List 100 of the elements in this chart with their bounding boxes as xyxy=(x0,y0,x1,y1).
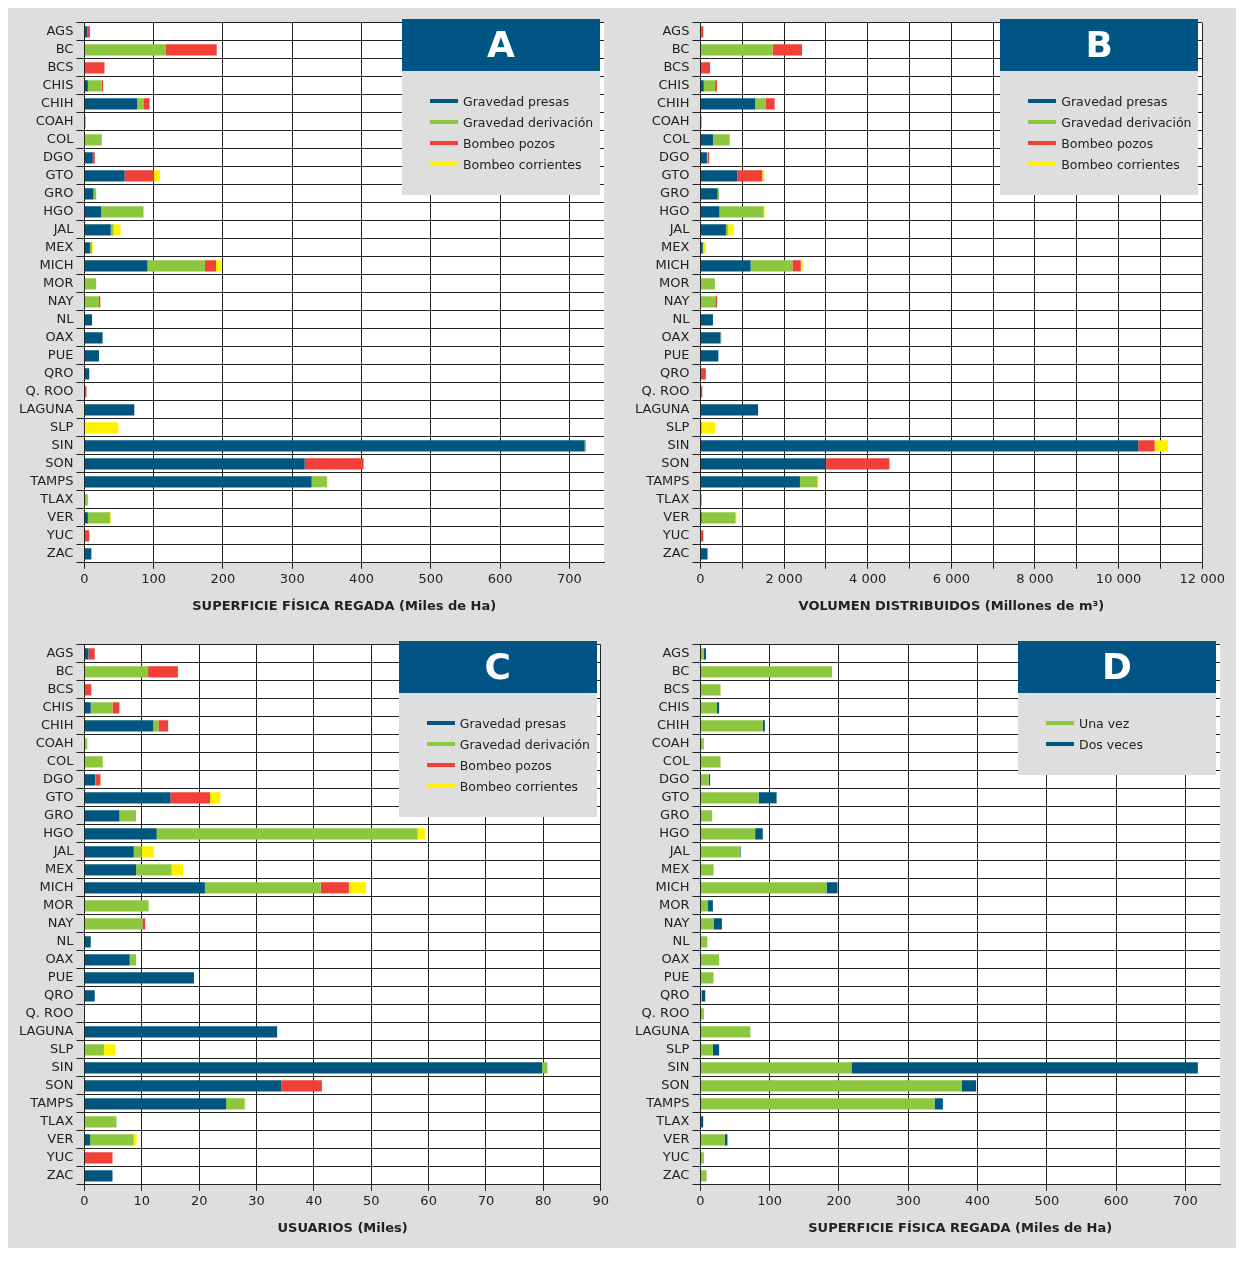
y-tick-label: MOR xyxy=(658,897,690,913)
y-tick-label: CHIS xyxy=(42,699,74,715)
y-tick-label: SLP xyxy=(50,419,74,435)
y-tick-label: LAGUNA xyxy=(18,401,74,417)
y-tick-label: TAMPS xyxy=(645,1095,690,1111)
x-tick-label: 200 xyxy=(826,1192,852,1208)
y-tick-label: HGO xyxy=(43,203,74,219)
y-tick-label: JAL xyxy=(668,221,691,237)
y-tick-label: CHIS xyxy=(658,699,690,715)
y-tick-label: GTO xyxy=(45,789,74,805)
y-tick-label: QRO xyxy=(43,365,74,381)
y-tick-label: MEX xyxy=(45,239,74,255)
y-tick-label: HGO xyxy=(659,203,690,219)
x-tick-label: 60 xyxy=(420,1192,437,1208)
y-tick-label: QRO xyxy=(659,365,690,381)
y-tick-label: CHIH xyxy=(656,717,690,733)
x-tick-label: 0 xyxy=(696,1192,705,1208)
y-tick-label: QRO xyxy=(659,987,690,1003)
y-tick-label: GTO xyxy=(661,789,690,805)
y-tick-label: BC xyxy=(55,663,74,679)
y-tick-label: NL xyxy=(56,933,75,949)
x-axis-title: SUPERFICIE FÍSICA REGADA (Miles de Ha) xyxy=(808,1219,1113,1235)
x-tick-label: 500 xyxy=(1034,1192,1060,1208)
x-tick-label: 300 xyxy=(279,570,305,586)
y-tick-label: VER xyxy=(47,1131,74,1147)
y-tick-label: MICH xyxy=(39,879,74,895)
title-banner: D xyxy=(1018,640,1216,693)
y-tick-label: NL xyxy=(56,311,75,327)
x-tick-label: 700 xyxy=(556,570,582,586)
legend-label: Bombeo corrientes xyxy=(1061,156,1180,172)
y-tick-label: HGO xyxy=(659,825,690,841)
y-tick-label: SIN xyxy=(51,437,74,453)
y-tick-label: MEX xyxy=(45,861,74,877)
y-tick-label: NAY xyxy=(47,293,74,309)
y-tick-label: DGO xyxy=(43,771,74,787)
y-tick-label: TAMPS xyxy=(29,473,74,489)
x-tick-label: 400 xyxy=(349,570,374,586)
y-tick-label: AGS xyxy=(46,645,74,661)
y-tick-label: SON xyxy=(45,1077,74,1093)
y-tick-label: SIN xyxy=(51,1059,74,1075)
x-tick-label: 300 xyxy=(895,1192,921,1208)
y-tick-label: AGS xyxy=(662,645,690,661)
y-tick-label: SLP xyxy=(50,1041,74,1057)
y-tick-label: COL xyxy=(662,753,691,769)
legend-label: Gravedad derivación xyxy=(1061,114,1192,130)
legend-label: Una vez xyxy=(1079,715,1130,731)
y-tick-label: SON xyxy=(661,1077,690,1093)
y-tick-label: OAX xyxy=(45,951,74,967)
y-tick-label: JAL xyxy=(668,843,691,859)
x-tick-label: 2 000 xyxy=(765,570,803,586)
y-tick-label: CHIH xyxy=(656,95,690,111)
y-tick-label: Q. ROO xyxy=(25,383,74,399)
y-tick-label: CHIS xyxy=(658,77,690,93)
y-tick-label: TLAX xyxy=(39,1113,74,1129)
y-tick-label: BCS xyxy=(663,59,690,75)
y-tick-label: GRO xyxy=(44,807,74,823)
y-tick-label: COL xyxy=(46,131,75,147)
legend-label: Gravedad derivación xyxy=(463,114,594,130)
y-tick-label: TLAX xyxy=(39,491,74,507)
y-tick-label: PUE xyxy=(663,969,690,985)
y-tick-label: SIN xyxy=(667,1059,690,1075)
y-tick-label: MOR xyxy=(42,275,74,291)
y-tick-label: MOR xyxy=(658,275,690,291)
y-tick-label: COAH xyxy=(651,113,690,129)
y-tick-label: MICH xyxy=(39,257,74,273)
y-tick-label: QRO xyxy=(43,987,74,1003)
y-tick-label: YUC xyxy=(45,1149,74,1165)
y-tick-label: GRO xyxy=(660,185,690,201)
y-tick-label: YUC xyxy=(661,527,690,543)
y-tick-label: DGO xyxy=(659,771,690,787)
y-tick-label: YUC xyxy=(45,527,74,543)
y-tick-label: COL xyxy=(662,131,691,147)
y-tick-label: COAH xyxy=(651,735,690,751)
x-tick-label: 8 000 xyxy=(1016,570,1054,586)
y-tick-label: ZAC xyxy=(46,545,74,561)
y-tick-label: BCS xyxy=(663,681,690,697)
y-tick-label: DGO xyxy=(43,149,74,165)
y-tick-label: MICH xyxy=(655,257,690,273)
x-axis-title: USUARIOS (Miles) xyxy=(277,1219,408,1235)
y-tick-label: GTO xyxy=(45,167,74,183)
y-tick-label: MOR xyxy=(42,897,74,913)
y-tick-label: BC xyxy=(55,41,74,57)
x-axis-title: VOLUMEN DISTRIBUIDOS (Millones de m³) xyxy=(798,597,1105,613)
x-tick-label: 70 xyxy=(477,1192,495,1208)
y-tick-label: OAX xyxy=(661,951,690,967)
y-tick-label: SON xyxy=(661,455,690,471)
y-tick-label: SIN xyxy=(667,437,690,453)
y-tick-label: GRO xyxy=(44,185,74,201)
y-tick-label: ZAC xyxy=(662,545,690,561)
y-tick-label: JAL xyxy=(52,221,75,237)
y-tick-label: DGO xyxy=(659,149,690,165)
y-tick-label: PUE xyxy=(663,347,690,363)
legend-label: Gravedad derivación xyxy=(459,736,591,752)
legend-label: Bombeo corrientes xyxy=(459,778,579,794)
x-tick-label: 90 xyxy=(592,1192,609,1208)
y-tick-label: NAY xyxy=(663,293,690,309)
y-tick-label: TLAX xyxy=(655,1113,690,1129)
x-tick-label: 10 000 xyxy=(1095,570,1142,586)
x-tick-label: 40 xyxy=(305,1192,323,1208)
x-tick-label: 400 xyxy=(965,1192,990,1208)
